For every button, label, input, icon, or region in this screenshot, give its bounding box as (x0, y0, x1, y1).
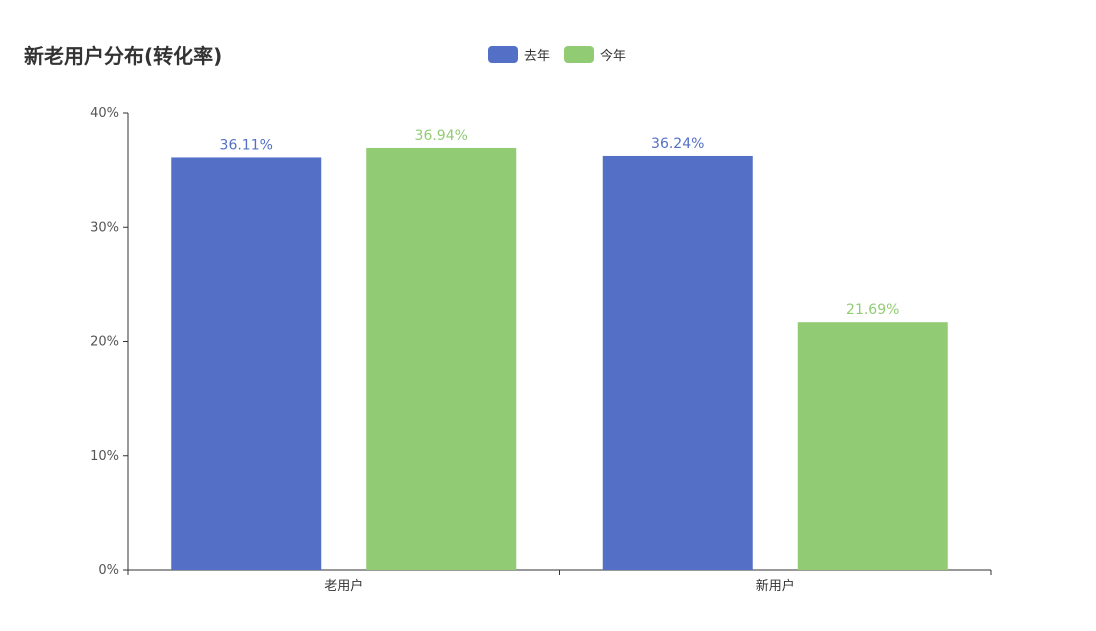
legend-label-this-year: 今年 (600, 49, 627, 64)
legend: 去年 今年 (488, 45, 626, 64)
bar-value-label: 36.94% (415, 128, 468, 144)
y-tick-label: 10% (90, 449, 119, 464)
bar (171, 157, 322, 571)
bar (602, 155, 753, 570)
y-tick-label: 40% (90, 106, 119, 121)
legend-swatch-last-year (488, 46, 518, 63)
legend-item-last-year[interactable]: 去年 (488, 45, 550, 64)
legend-swatch-this-year (564, 46, 595, 63)
legend-item-this-year[interactable]: 今年 (564, 45, 626, 64)
bar (797, 322, 948, 570)
bar-value-label: 36.11% (220, 137, 273, 153)
y-tick-label: 30% (90, 220, 119, 235)
bar-value-label: 21.69% (846, 302, 899, 318)
x-tick-label: 老用户 (324, 578, 363, 594)
bar (366, 147, 517, 570)
chart-title: 新老用户分布(转化率) (24, 44, 223, 68)
y-tick-label: 0% (98, 563, 119, 578)
legend-label-last-year: 去年 (524, 49, 551, 64)
bar-value-label: 36.24% (651, 136, 704, 152)
y-tick-label: 20% (90, 335, 119, 350)
x-tick-label: 新用户 (756, 578, 795, 594)
